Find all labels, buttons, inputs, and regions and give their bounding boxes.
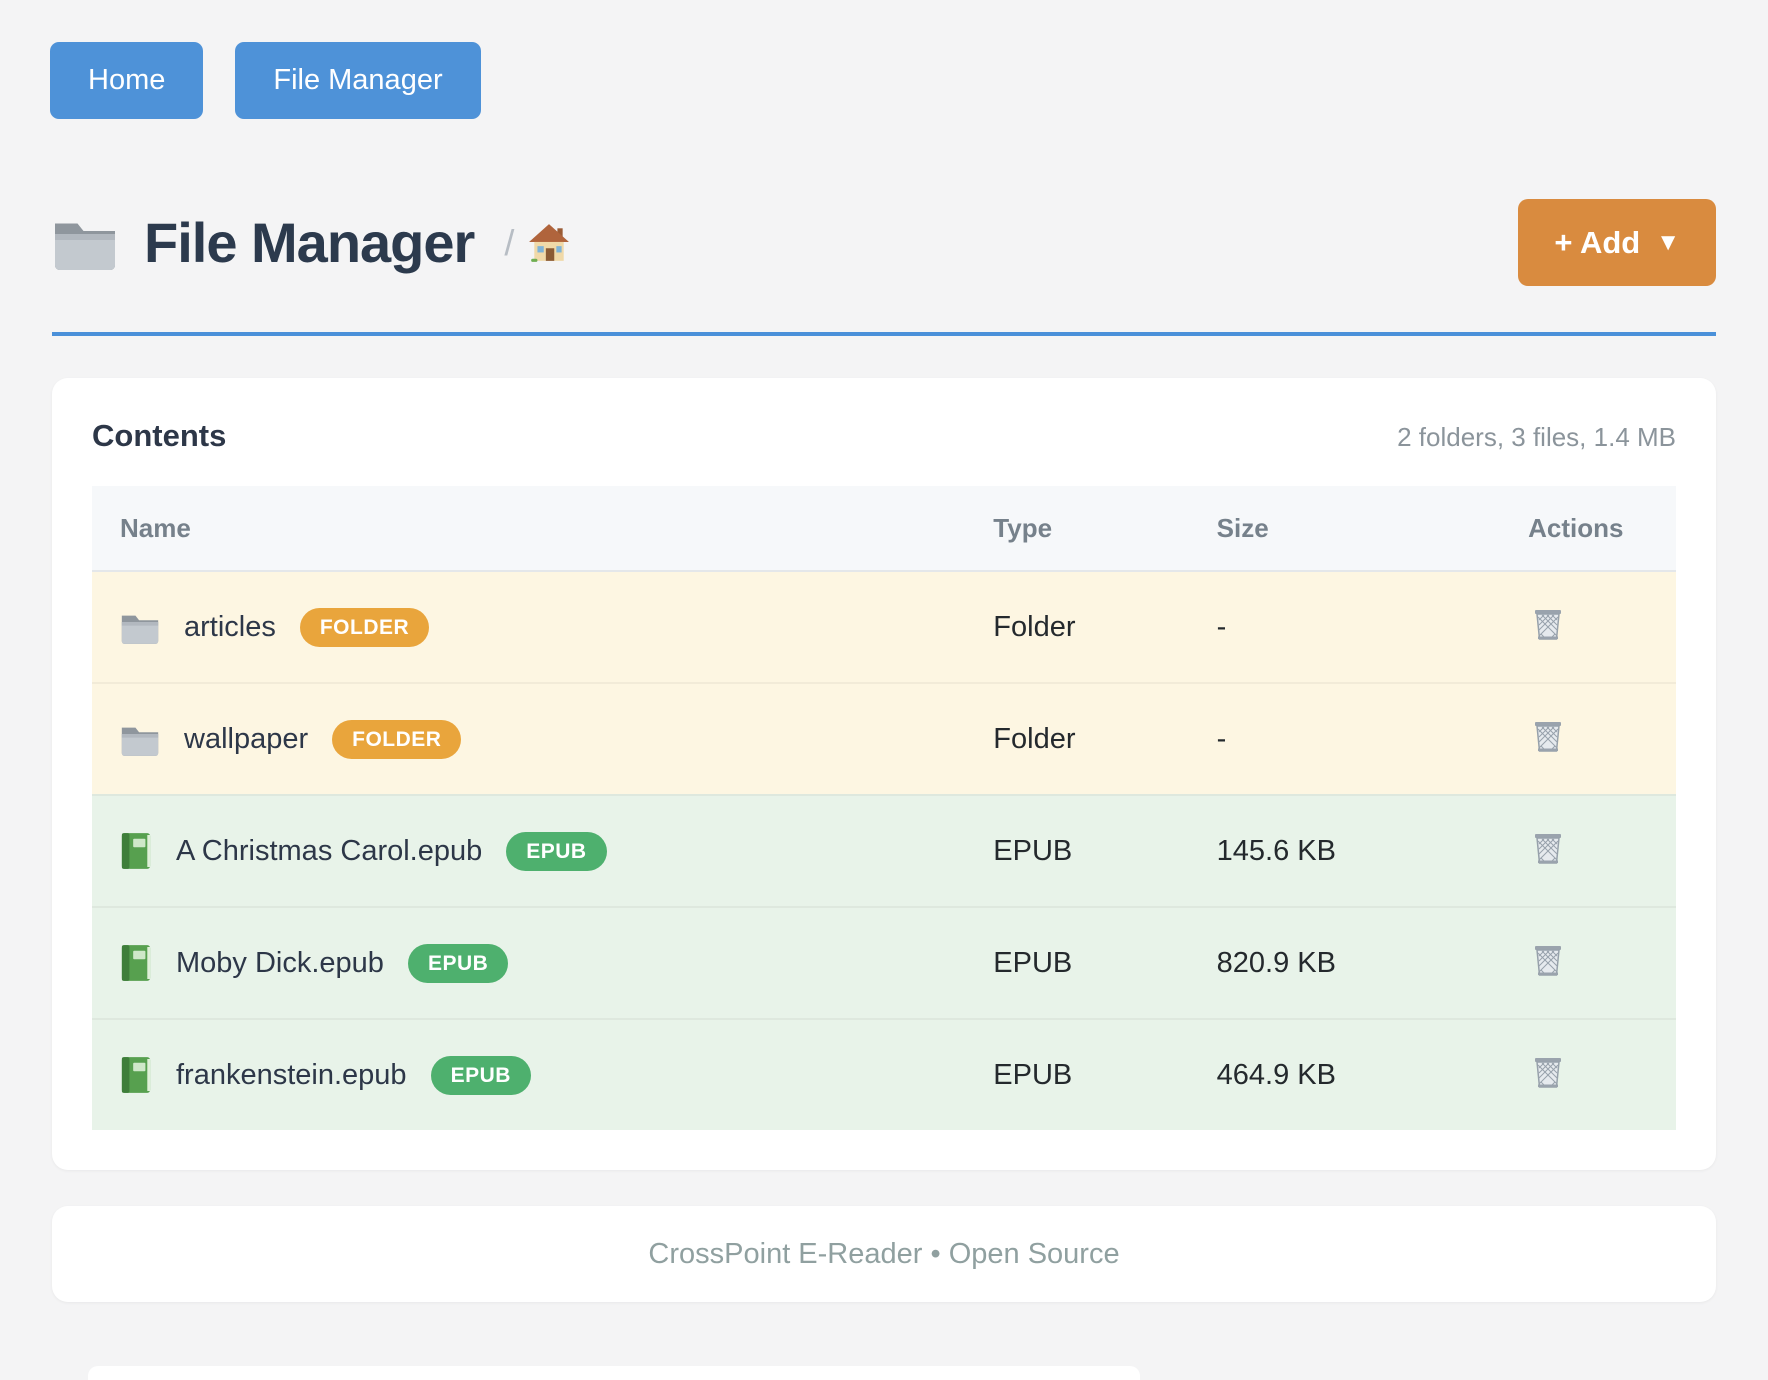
file-size-cell: - (1216, 610, 1227, 643)
file-name-link[interactable]: Moby Dick.epub (176, 946, 384, 979)
table-header-row: Name Type Size Actions (92, 486, 1676, 570)
folder-icon (120, 611, 160, 644)
green-book-icon (120, 1056, 152, 1094)
add-button[interactable]: + Add ▼ (1518, 199, 1716, 286)
page-header: File Manager / + Add ▼ (52, 199, 1716, 286)
table-body: articles FOLDER Folder - (92, 570, 1676, 1130)
file-size-cell: 145.6 KB (1216, 834, 1336, 867)
column-header-actions: Actions (1528, 512, 1624, 543)
folder-icon (120, 723, 160, 756)
file-name-link[interactable]: frankenstein.epub (176, 1058, 407, 1091)
contents-card: Contents 2 folders, 3 files, 1.4 MB Name… (52, 378, 1716, 1170)
file-badge: FOLDER (299, 607, 430, 647)
file-type-cell: EPUB (993, 834, 1073, 867)
file-badge: EPUB (430, 1055, 531, 1095)
column-header-size: Size (1216, 512, 1269, 543)
trash-icon (1528, 939, 1568, 979)
file-size-cell: 464.9 KB (1216, 1058, 1336, 1091)
delete-button[interactable] (1528, 603, 1568, 643)
file-row: wallpaper FOLDER Folder - (92, 682, 1676, 794)
file-name-link[interactable]: wallpaper (184, 722, 309, 755)
breadcrumb: / (504, 222, 570, 264)
file-size-cell: - (1216, 722, 1227, 755)
accent-divider (52, 332, 1716, 336)
file-table: Name Type Size Actions (92, 486, 1676, 1130)
delete-button[interactable] (1528, 827, 1568, 867)
house-icon[interactable] (528, 222, 570, 264)
nav-file-manager-button[interactable]: File Manager (235, 42, 481, 119)
trash-icon (1528, 1051, 1568, 1091)
column-header-name: Name (120, 512, 191, 543)
chevron-down-icon: ▼ (1656, 228, 1680, 256)
delete-button[interactable] (1528, 1051, 1568, 1091)
file-name-link[interactable]: articles (184, 610, 276, 643)
file-row: A Christmas Carol.epub EPUB EPUB 145.6 K… (92, 794, 1676, 906)
top-nav: Home File Manager (0, 0, 1768, 119)
file-badge: EPUB (506, 831, 607, 871)
breadcrumb-separator: / (504, 221, 515, 263)
file-row: articles FOLDER Folder - (92, 570, 1676, 682)
card-title: Contents (92, 418, 227, 453)
trash-icon (1528, 603, 1568, 643)
folder-icon (52, 216, 118, 270)
file-type-cell: EPUB (993, 1058, 1073, 1091)
nav-home-button[interactable]: Home (50, 42, 204, 119)
trash-icon (1528, 715, 1568, 755)
file-size-cell: 820.9 KB (1216, 946, 1336, 979)
delete-button[interactable] (1528, 939, 1568, 979)
file-badge: FOLDER (332, 719, 462, 759)
column-header-type: Type (993, 512, 1053, 543)
partial-next-card (88, 1366, 1140, 1380)
file-type-cell: Folder (993, 722, 1076, 755)
delete-button[interactable] (1528, 715, 1568, 755)
green-book-icon (120, 832, 152, 870)
page-title: File Manager (144, 211, 475, 274)
add-button-label: + Add (1554, 225, 1641, 260)
file-name-link[interactable]: A Christmas Carol.epub (176, 834, 483, 867)
file-row: frankenstein.epub EPUB EPUB 464.9 KB (92, 1018, 1676, 1130)
trash-icon (1528, 827, 1568, 867)
file-type-cell: EPUB (993, 946, 1073, 979)
file-badge: EPUB (407, 943, 509, 983)
green-book-icon (120, 944, 152, 982)
file-type-cell: Folder (993, 610, 1076, 643)
contents-summary: 2 folders, 3 files, 1.4 MB (1397, 422, 1676, 452)
file-row: Moby Dick.epub EPUB EPUB 820.9 KB (92, 906, 1676, 1018)
footer-text: CrossPoint E-Reader • Open Source (648, 1237, 1120, 1270)
footer-card: CrossPoint E-Reader • Open Source (52, 1206, 1716, 1302)
